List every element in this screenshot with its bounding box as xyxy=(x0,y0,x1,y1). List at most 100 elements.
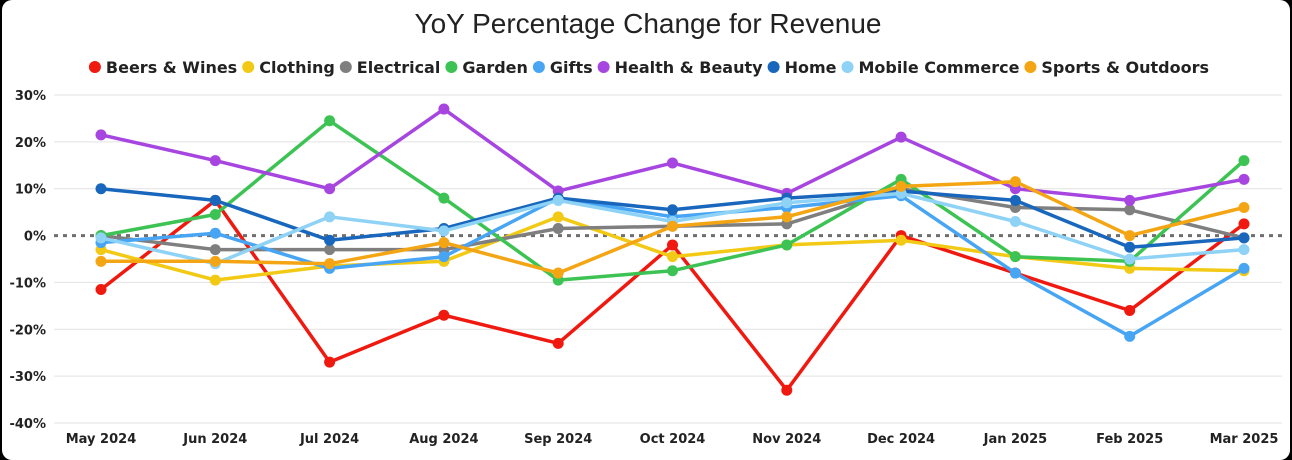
data-point xyxy=(324,115,336,127)
x-tick-label: Jun 2024 xyxy=(182,432,247,447)
data-point xyxy=(95,129,107,141)
data-point xyxy=(209,194,221,206)
legend-label: Home xyxy=(785,58,837,77)
data-point xyxy=(895,234,907,246)
series-health-and-beauty xyxy=(95,103,1250,206)
data-point xyxy=(95,255,107,267)
x-tick-label: Sep 2024 xyxy=(524,432,592,447)
data-point xyxy=(895,131,907,143)
y-tick-label: -10% xyxy=(9,276,46,291)
data-point xyxy=(209,227,221,239)
series-line xyxy=(99,107,1246,203)
data-point xyxy=(209,255,221,267)
legend-marker xyxy=(1024,61,1037,73)
data-point xyxy=(781,211,793,223)
data-point xyxy=(667,239,678,251)
data-point xyxy=(438,251,450,263)
legend-marker xyxy=(339,61,352,73)
series-layer xyxy=(95,103,1250,396)
data-point xyxy=(1124,241,1136,253)
series-garden xyxy=(95,115,1250,286)
data-point xyxy=(324,356,336,368)
legend-marker xyxy=(532,61,545,73)
x-tick-label: Jan 2025 xyxy=(983,432,1048,447)
legend-label: Garden xyxy=(462,58,528,77)
data-point xyxy=(1124,230,1136,242)
x-tick-label: Aug 2024 xyxy=(409,432,478,447)
data-point xyxy=(1238,262,1250,274)
legend-item-clothing: Clothing xyxy=(242,58,335,77)
legend-label: Beers & Wines xyxy=(106,58,237,77)
data-point xyxy=(1238,232,1250,244)
data-point xyxy=(438,192,450,204)
data-point xyxy=(667,251,678,263)
legend-item-beers-and-wines: Beers & Wines xyxy=(88,58,237,77)
data-point xyxy=(1124,253,1136,265)
legend-marker xyxy=(445,61,458,73)
data-point xyxy=(552,211,564,223)
data-point xyxy=(324,234,336,246)
data-point xyxy=(552,223,564,235)
y-tick-label: 10% xyxy=(15,183,46,198)
data-point xyxy=(1124,194,1136,206)
data-point xyxy=(667,204,678,216)
data-point xyxy=(1238,155,1250,167)
data-point xyxy=(438,225,450,237)
data-point xyxy=(1238,201,1250,213)
legend-label: Sports & Outdoors xyxy=(1041,58,1209,77)
chart-title: YoY Percentage Change for Revenue xyxy=(414,8,881,39)
data-point xyxy=(1238,173,1250,185)
gridlines xyxy=(54,94,1282,424)
data-point xyxy=(324,211,336,223)
data-point xyxy=(1238,218,1250,230)
y-tick-label: -30% xyxy=(9,370,46,385)
legend-marker xyxy=(242,61,255,73)
x-tick-label: Dec 2024 xyxy=(867,432,935,447)
data-point xyxy=(1124,330,1136,342)
data-point xyxy=(895,180,907,192)
legend-marker xyxy=(767,61,780,73)
legend-label: Electrical xyxy=(357,58,441,77)
data-point xyxy=(781,197,793,209)
data-point xyxy=(1009,194,1021,206)
data-point xyxy=(1009,251,1021,263)
data-point xyxy=(1009,176,1021,188)
legend-label: Clothing xyxy=(259,58,335,77)
data-point xyxy=(1124,204,1136,216)
data-point xyxy=(781,239,793,251)
data-point xyxy=(324,244,336,256)
data-point xyxy=(1124,305,1136,317)
data-point xyxy=(438,103,450,115)
data-point xyxy=(552,194,564,206)
y-tick-label: 20% xyxy=(15,136,46,151)
data-point xyxy=(667,157,678,169)
legend-marker xyxy=(597,61,610,73)
y-tick-label: -40% xyxy=(9,417,46,432)
legend-item-garden: Garden xyxy=(445,58,528,77)
data-point xyxy=(324,183,336,195)
x-axis: May 2024 Jun 2024 Jul 2024 Aug 2024 Sep 2024… xyxy=(66,432,1279,447)
data-point xyxy=(667,265,678,277)
data-point xyxy=(1238,244,1250,256)
data-point xyxy=(95,283,107,295)
legend-label: Mobile Commerce xyxy=(859,58,1020,77)
data-point xyxy=(438,309,450,321)
data-point xyxy=(209,274,221,286)
legend-label: Gifts xyxy=(550,58,593,77)
series-sports-and-outdoors xyxy=(95,176,1250,279)
data-point xyxy=(209,155,221,167)
x-tick-label: Nov 2024 xyxy=(752,432,821,447)
x-tick-label: Jul 2024 xyxy=(299,432,359,447)
data-point xyxy=(1009,267,1021,279)
data-point xyxy=(209,208,221,220)
data-point xyxy=(438,237,450,249)
legend-item-mobile-commerce: Mobile Commerce xyxy=(841,58,1020,77)
legend-item-sports-and-outdoors: Sports & Outdoors xyxy=(1024,58,1209,77)
y-tick-label: 30% xyxy=(15,89,46,104)
data-point xyxy=(95,183,107,195)
data-point xyxy=(324,258,336,270)
legend-item-gifts: Gifts xyxy=(532,58,593,77)
x-tick-label: Oct 2024 xyxy=(640,432,706,447)
